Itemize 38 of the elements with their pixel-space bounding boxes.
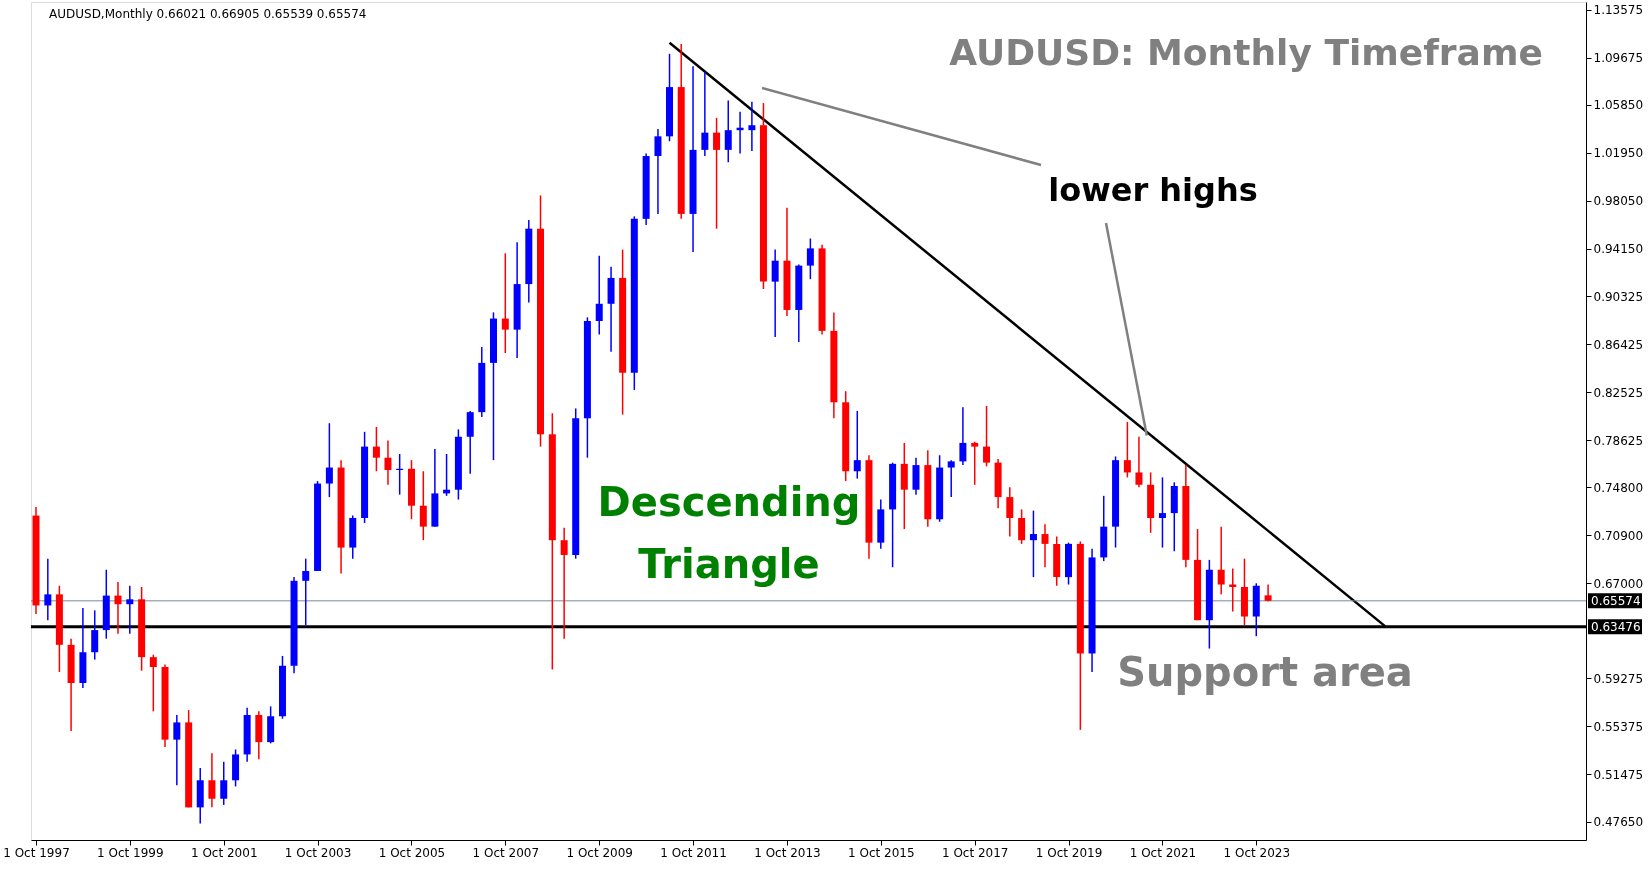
- x-tick-label: 1 Oct 2011: [660, 845, 727, 860]
- y-tick-label: 0.94150: [1593, 242, 1644, 257]
- y-tick-label: 0.55375: [1593, 719, 1644, 734]
- x-tick-label: 1 Oct 1999: [97, 845, 164, 860]
- y-tick-label: 1.01950: [1593, 146, 1644, 161]
- y-tick-label: 0.78625: [1593, 433, 1644, 448]
- x-tick-label: 1 Oct 2021: [1129, 845, 1197, 860]
- x-tick-label: 1 Oct 2019: [1035, 845, 1103, 860]
- x-tick-label: 1 Oct 2003: [284, 845, 352, 860]
- x-tick-label: 1 Oct 1997: [3, 845, 70, 860]
- annotation: Support area: [1117, 649, 1413, 695]
- x-tick-label: 1 Oct 2005: [378, 845, 446, 860]
- y-tick-label: 0.70900: [1593, 528, 1644, 543]
- x-tick-label: 1 Oct 2009: [566, 845, 634, 860]
- y-tick-label: 1.05850: [1593, 98, 1644, 113]
- y-tick-label: 0.98050: [1593, 194, 1644, 209]
- y-tick-label: 1.13575: [1593, 3, 1644, 18]
- y-tick-label: 0.51475: [1593, 767, 1644, 782]
- text: AUDUSD: Monthly Timeframe: [949, 32, 1543, 73]
- x-tick-label: 1 Oct 2007: [472, 845, 540, 860]
- y-tick-label: 0.67000: [1593, 576, 1644, 591]
- annotation: lower highs: [1048, 171, 1258, 209]
- x-tick-label: 1 Oct 2001: [190, 845, 258, 860]
- x-tick-label: 1 Oct 2013: [754, 845, 821, 860]
- ref-line-label: 0.65574: [1591, 593, 1641, 608]
- x-tick-label: 1 Oct 2017: [941, 845, 1009, 860]
- x-tick-label: 1 Oct 2023: [1223, 845, 1291, 860]
- y-tick-label: 0.90325: [1593, 289, 1644, 304]
- annotation: Descending Triangle: [597, 479, 861, 587]
- y-tick-label: 1.09675: [1593, 51, 1644, 66]
- y-tick-label: 0.59275: [1593, 671, 1644, 686]
- annotation: AUDUSD,Monthly 0.66021 0.66905 0.65539 0.65574: [49, 7, 367, 21]
- y-tick-label: 0.74800: [1593, 480, 1644, 495]
- y-tick-label: 0.47650: [1593, 815, 1644, 830]
- y-tick-label: 0.82525: [1593, 385, 1644, 400]
- x-tick-label: 1 Oct 2015: [848, 845, 915, 860]
- ref-line-label: 0.63476: [1591, 619, 1641, 634]
- y-tick-label: 0.86425: [1593, 337, 1644, 352]
